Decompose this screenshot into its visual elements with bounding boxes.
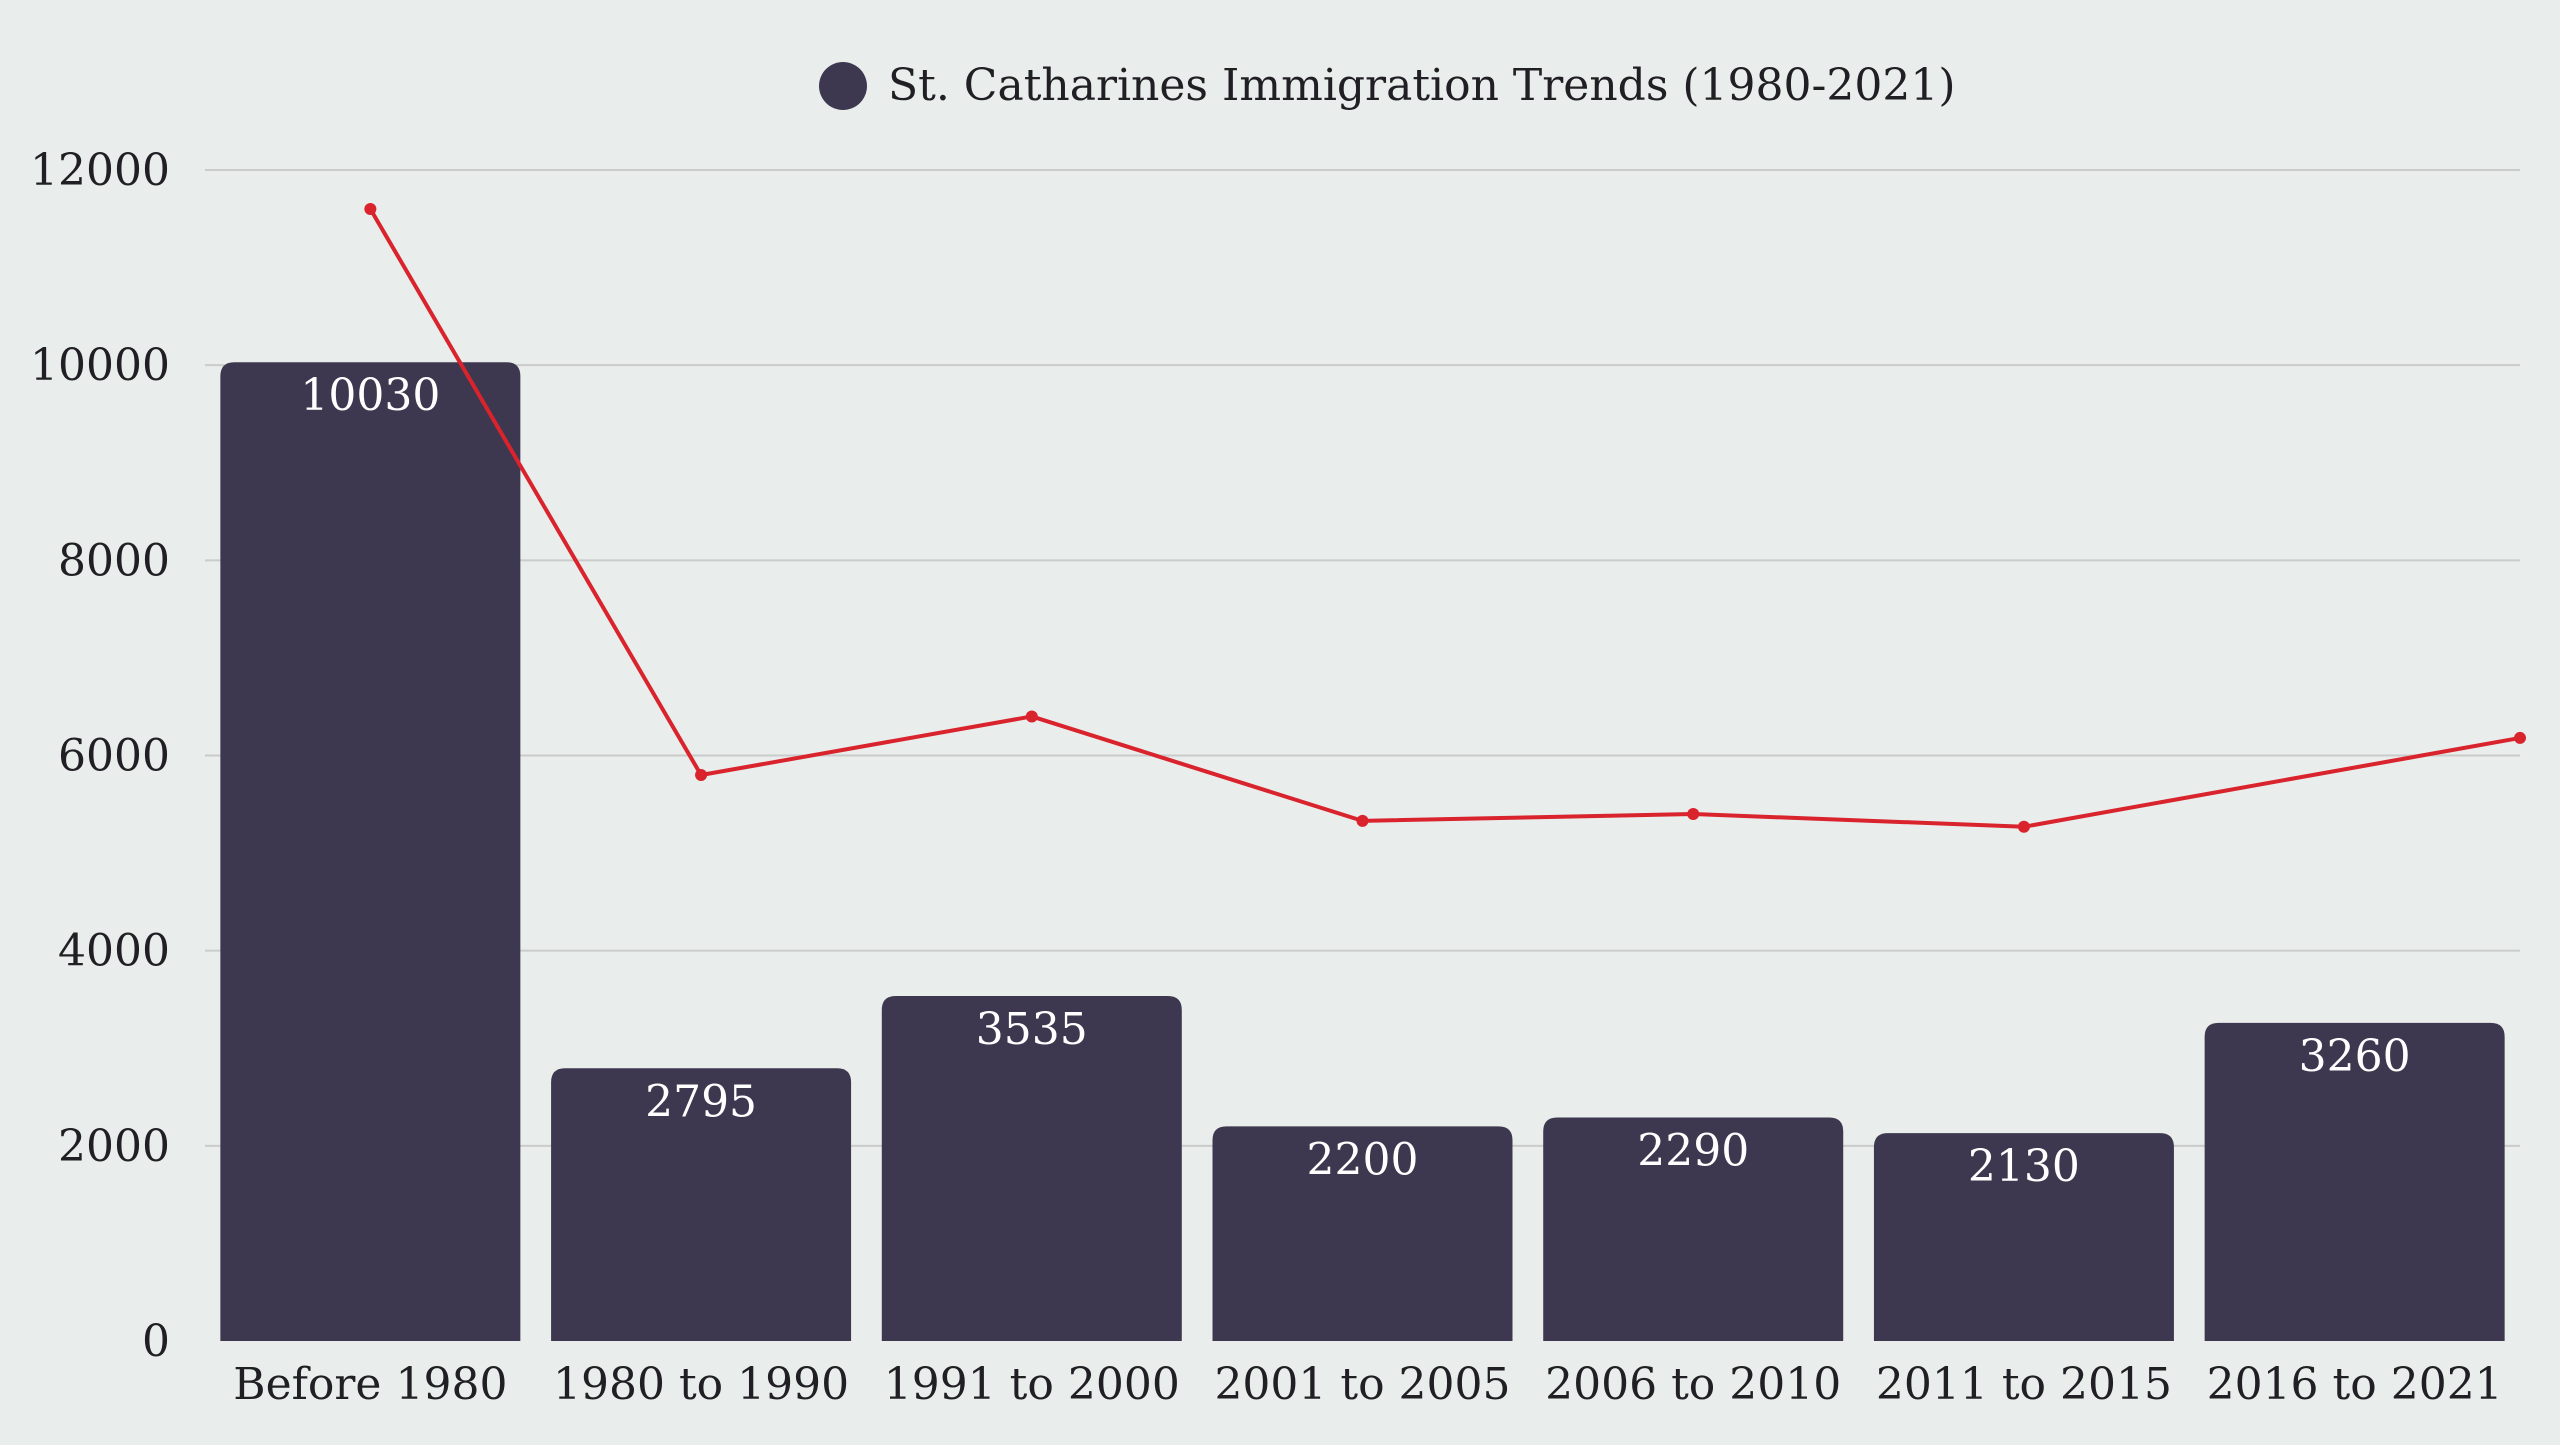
bar: [1543, 1117, 1844, 1341]
y-tick-label: 6000: [58, 731, 170, 782]
bar-value-label: 2290: [1637, 1126, 1749, 1177]
bar: [881, 996, 1182, 1341]
line-point: [695, 769, 708, 782]
y-axis: 0 2000 4000 6000 8000 10000 12000: [30, 145, 170, 1367]
bar-value-label: 10030: [300, 370, 440, 421]
line-point: [1356, 814, 1369, 827]
x-category-label: 1991 to 2000: [884, 1359, 1180, 1410]
y-tick-label: 0: [142, 1316, 170, 1367]
bar-value-label: 3260: [2299, 1031, 2411, 1082]
y-tick-label: 2000: [58, 1121, 170, 1172]
x-category-label: 1980 to 1990: [553, 1359, 849, 1410]
x-category-label: Before 1980: [233, 1359, 507, 1410]
bar-series: [220, 362, 2505, 1342]
trend-line: [368, 208, 2521, 829]
y-tick-label: 4000: [58, 926, 170, 977]
bar: [551, 1068, 852, 1341]
y-tick-label: 12000: [30, 145, 170, 196]
x-category-label: 2016 to 2021: [2207, 1359, 2503, 1410]
y-tick-label: 10000: [30, 340, 170, 391]
x-category-label: 2006 to 2010: [1545, 1359, 1841, 1410]
legend-label: St. Catharines Immigration Trends (1980-…: [888, 60, 1956, 111]
line-point: [1687, 808, 1700, 821]
bar-value-label: 2200: [1307, 1134, 1419, 1185]
bar: [2204, 1022, 2505, 1341]
bar-value-label: 3535: [976, 1004, 1088, 1055]
line-point: [2514, 731, 2526, 744]
bar-value-label: 2795: [645, 1076, 757, 1127]
chart-legend: St. Catharines Immigration Trends (1980-…: [819, 60, 1956, 111]
bar: [220, 362, 521, 1342]
x-axis: Before 1980 1980 to 1990 1991 to 2000 2001 …: [233, 1359, 2502, 1410]
grid-lines: [205, 169, 2520, 1147]
bar: [1873, 1133, 2174, 1341]
y-tick-label: 8000: [58, 535, 170, 586]
line-point: [2017, 820, 2030, 833]
x-category-label: 2011 to 2015: [1876, 1359, 2172, 1410]
bar: [1212, 1126, 1513, 1341]
bar-value-label: 2130: [1968, 1141, 2080, 1192]
bar-data-labels: 10030 2795 3535 2200 2290 2130 3260: [300, 370, 2410, 1192]
line-point: [1025, 710, 1038, 723]
line-series: [364, 203, 2526, 833]
legend-swatch-icon: [819, 62, 867, 110]
x-category-label: 2001 to 2005: [1214, 1359, 1510, 1410]
line-point: [364, 203, 377, 216]
